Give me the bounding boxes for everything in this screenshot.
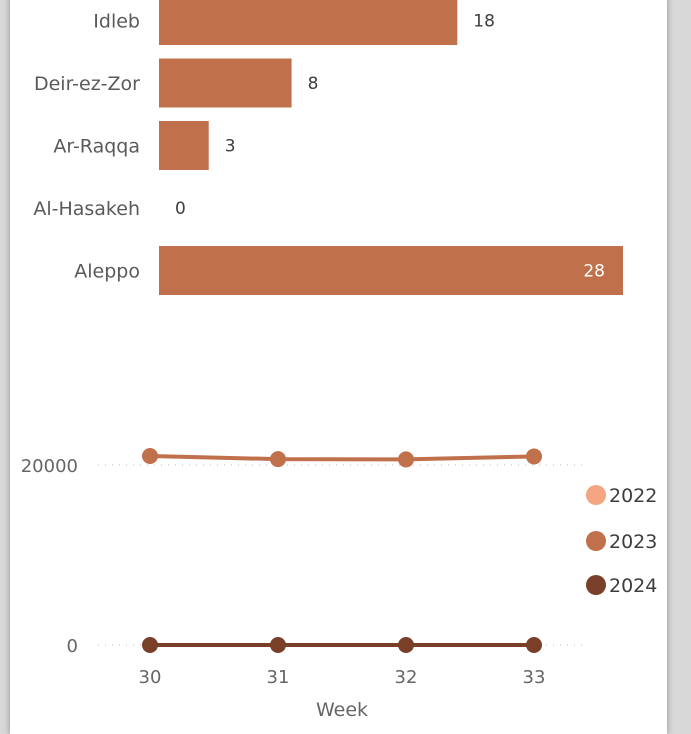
data-point[interactable] <box>142 448 158 464</box>
bar-value-label: 18 <box>473 12 495 32</box>
legend-marker[interactable] <box>586 485 606 505</box>
x-axis-ticks: 30 31 32 33 <box>139 667 546 688</box>
data-point[interactable] <box>526 637 542 653</box>
legend-label[interactable]: 2023 <box>609 531 657 553</box>
bar-value-label: 3 <box>225 137 236 157</box>
bar-value-label: 28 <box>583 262 605 282</box>
line-chart: 0 20000 30 31 32 33 Week 2022 2023 2024 <box>21 448 657 721</box>
series-group <box>142 448 542 653</box>
bar-category-label: Deir-ez-Zor <box>34 73 140 95</box>
legend-marker[interactable] <box>586 575 606 595</box>
chart-card <box>10 0 667 734</box>
data-point[interactable] <box>526 448 542 465</box>
data-point[interactable] <box>142 637 158 653</box>
data-point[interactable] <box>398 637 414 653</box>
x-tick-label: 33 <box>523 667 546 688</box>
bar-value-label: 0 <box>175 199 186 219</box>
x-axis-title: Week <box>316 699 368 721</box>
data-point[interactable] <box>270 451 286 468</box>
legend-label[interactable]: 2022 <box>609 485 657 507</box>
bar-category-label: Ar-Raqqa <box>53 136 140 158</box>
data-point[interactable] <box>398 451 414 468</box>
bar-value-label: 8 <box>308 74 319 94</box>
legend-label[interactable]: 2024 <box>609 575 657 597</box>
y-axis-ticks: 0 20000 <box>21 456 78 657</box>
legend-marker[interactable] <box>586 531 606 551</box>
x-tick-label: 30 <box>139 667 162 688</box>
bar[interactable] <box>159 246 623 295</box>
bar[interactable] <box>159 58 292 108</box>
bar-chart: Idleb 18 Deir-ez-Zor 8 Ar-Raqqa 3 Al-Hasakeh 0 A… <box>33 0 623 295</box>
data-point[interactable] <box>270 637 286 653</box>
bar-category-label: Al-Hasakeh <box>33 198 140 220</box>
gridlines <box>98 464 582 646</box>
bar[interactable] <box>159 0 458 45</box>
x-tick-label: 31 <box>267 667 290 688</box>
y-tick-label: 0 <box>67 636 78 657</box>
bar-category-label: Idleb <box>93 11 140 33</box>
bar-category-label: Aleppo <box>74 261 140 283</box>
x-tick-label: 32 <box>395 667 418 688</box>
bar[interactable] <box>159 121 209 170</box>
series-line <box>149 454 535 462</box>
y-tick-label: 20000 <box>21 456 78 477</box>
legend[interactable]: 2022 2023 2024 <box>586 485 657 597</box>
